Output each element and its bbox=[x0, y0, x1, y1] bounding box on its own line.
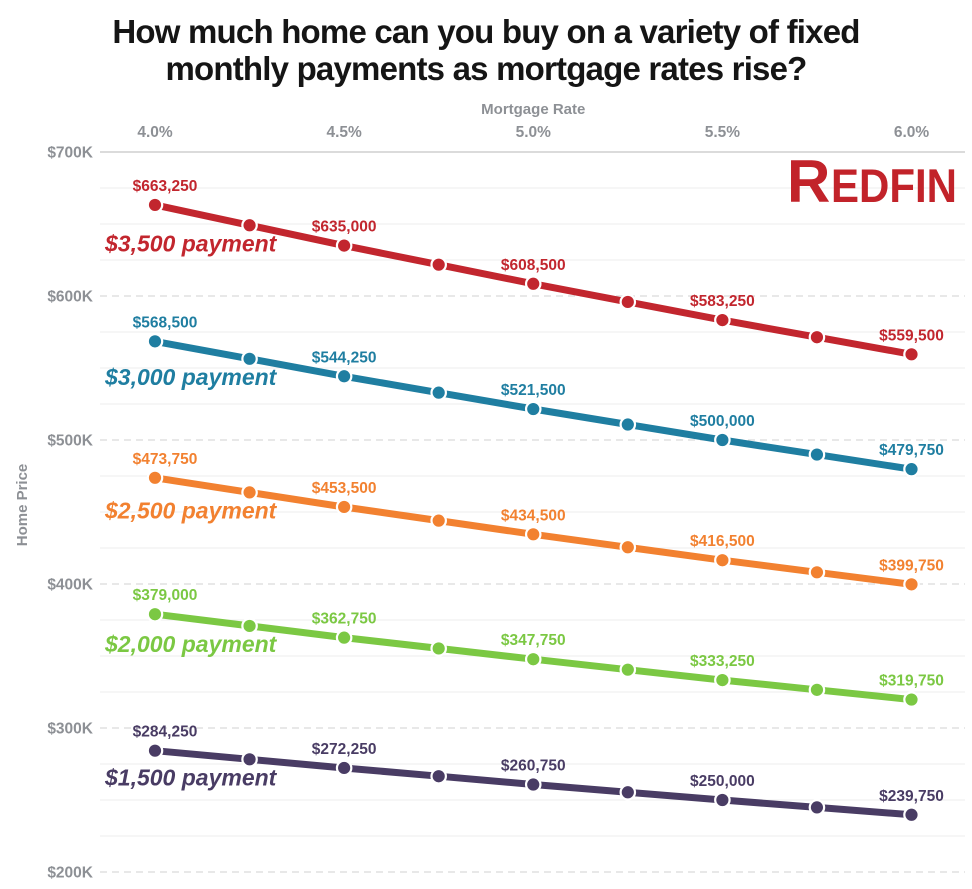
y-tick-label: $400K bbox=[47, 577, 93, 594]
data-point-label: $635,000 bbox=[312, 219, 377, 236]
data-point-label: $362,750 bbox=[312, 611, 377, 628]
data-point-label: $583,250 bbox=[690, 293, 755, 310]
data-point-label: $473,750 bbox=[133, 451, 198, 468]
data-point-marker bbox=[903, 346, 920, 363]
data-point-label: $284,250 bbox=[133, 724, 198, 741]
y-tick-label: $700K bbox=[47, 145, 93, 162]
data-point-marker bbox=[335, 759, 353, 777]
data-point-label: $347,750 bbox=[501, 632, 566, 649]
series-label: $1,500 payment bbox=[104, 764, 278, 790]
data-point-marker bbox=[335, 498, 353, 516]
x-tick-label: 4.5% bbox=[326, 124, 362, 141]
data-point-label: $479,750 bbox=[879, 442, 944, 459]
data-point-marker bbox=[430, 512, 447, 529]
redfin-logo: EDFIN bbox=[831, 159, 957, 212]
data-point-marker bbox=[903, 806, 920, 824]
data-point-marker bbox=[808, 446, 826, 463]
data-point-marker bbox=[146, 469, 164, 487]
data-point-marker bbox=[619, 661, 637, 678]
y-tick-label: $500K bbox=[47, 433, 93, 450]
data-point-marker bbox=[430, 767, 447, 785]
data-point-marker bbox=[524, 275, 542, 293]
data-point-label: $521,500 bbox=[501, 382, 566, 399]
data-point-marker bbox=[619, 416, 637, 433]
data-point-label: $260,750 bbox=[501, 758, 566, 775]
data-point-marker bbox=[335, 367, 353, 385]
data-point-marker bbox=[903, 691, 920, 708]
data-point-marker bbox=[335, 629, 353, 646]
series-label: $3,500 payment bbox=[104, 230, 278, 256]
data-point-marker bbox=[430, 256, 447, 273]
data-point-label: $500,000 bbox=[690, 413, 755, 430]
data-point-marker bbox=[714, 311, 731, 329]
data-point-marker bbox=[714, 431, 731, 449]
data-point-marker bbox=[146, 742, 164, 759]
data-point-label: $544,250 bbox=[312, 349, 377, 366]
y-tick-label: $600K bbox=[47, 289, 93, 306]
data-point-marker bbox=[808, 328, 826, 346]
data-point-marker bbox=[335, 237, 353, 254]
y-tick-label: $300K bbox=[47, 721, 93, 738]
data-point-marker bbox=[524, 650, 542, 668]
data-point-marker bbox=[808, 681, 826, 699]
data-point-marker bbox=[241, 617, 258, 635]
data-point-marker bbox=[808, 563, 826, 581]
data-point-marker bbox=[714, 671, 731, 689]
data-point-label: $568,500 bbox=[133, 314, 198, 331]
chart-title-line2: monthly payments as mortgage rates rise? bbox=[165, 50, 807, 87]
data-point-label: $559,500 bbox=[879, 327, 944, 344]
data-point-label: $608,500 bbox=[501, 257, 566, 274]
data-point-marker bbox=[524, 526, 542, 543]
data-point-label: $453,500 bbox=[312, 480, 377, 497]
data-point-marker bbox=[524, 400, 542, 418]
x-tick-label: 5.5% bbox=[705, 124, 741, 141]
series-label: $3,000 payment bbox=[104, 364, 278, 390]
data-point-marker bbox=[241, 751, 258, 768]
redfin-logo: R bbox=[787, 148, 830, 215]
chart-title-line1: How much home can you buy on a variety o… bbox=[112, 13, 860, 50]
data-point-marker bbox=[241, 484, 258, 501]
data-point-marker bbox=[146, 196, 164, 214]
data-point-label: $333,250 bbox=[690, 653, 755, 670]
chart-title: How much home can you buy on a variety o… bbox=[0, 13, 972, 87]
data-point-label: $239,750 bbox=[879, 788, 944, 805]
data-point-marker bbox=[808, 799, 826, 816]
data-point-label: $272,250 bbox=[312, 741, 377, 758]
x-tick-label: 4.0% bbox=[137, 124, 173, 141]
data-point-marker bbox=[430, 640, 447, 657]
x-tick-label: 6.0% bbox=[894, 124, 930, 141]
data-point-marker bbox=[714, 791, 731, 809]
data-point-label: $319,750 bbox=[879, 673, 944, 690]
y-axis-title: Home Price bbox=[14, 464, 31, 547]
data-point-marker bbox=[903, 460, 920, 478]
data-point-marker bbox=[146, 605, 164, 623]
data-point-marker bbox=[619, 783, 637, 801]
y-tick-label: $200K bbox=[47, 865, 93, 882]
data-point-label: $434,500 bbox=[501, 507, 566, 524]
data-point-marker bbox=[524, 776, 542, 793]
x-axis-title: Mortgage Rate bbox=[481, 101, 585, 118]
data-point-marker bbox=[146, 333, 164, 350]
data-point-marker bbox=[619, 538, 637, 556]
data-point-marker bbox=[714, 551, 731, 569]
data-point-label: $399,750 bbox=[879, 557, 944, 574]
data-point-marker bbox=[903, 576, 920, 593]
data-point-label: $250,000 bbox=[690, 773, 755, 790]
series-label: $2,500 payment bbox=[104, 497, 278, 523]
data-point-marker bbox=[241, 216, 258, 234]
data-point-marker bbox=[619, 293, 637, 311]
x-tick-label: 5.0% bbox=[516, 124, 552, 141]
data-point-marker bbox=[241, 350, 258, 368]
data-point-marker bbox=[430, 384, 447, 401]
data-point-label: $379,000 bbox=[133, 587, 198, 604]
series-label: $2,000 payment bbox=[104, 631, 278, 657]
data-point-label: $663,250 bbox=[133, 178, 198, 195]
data-point-label: $416,500 bbox=[690, 533, 755, 550]
